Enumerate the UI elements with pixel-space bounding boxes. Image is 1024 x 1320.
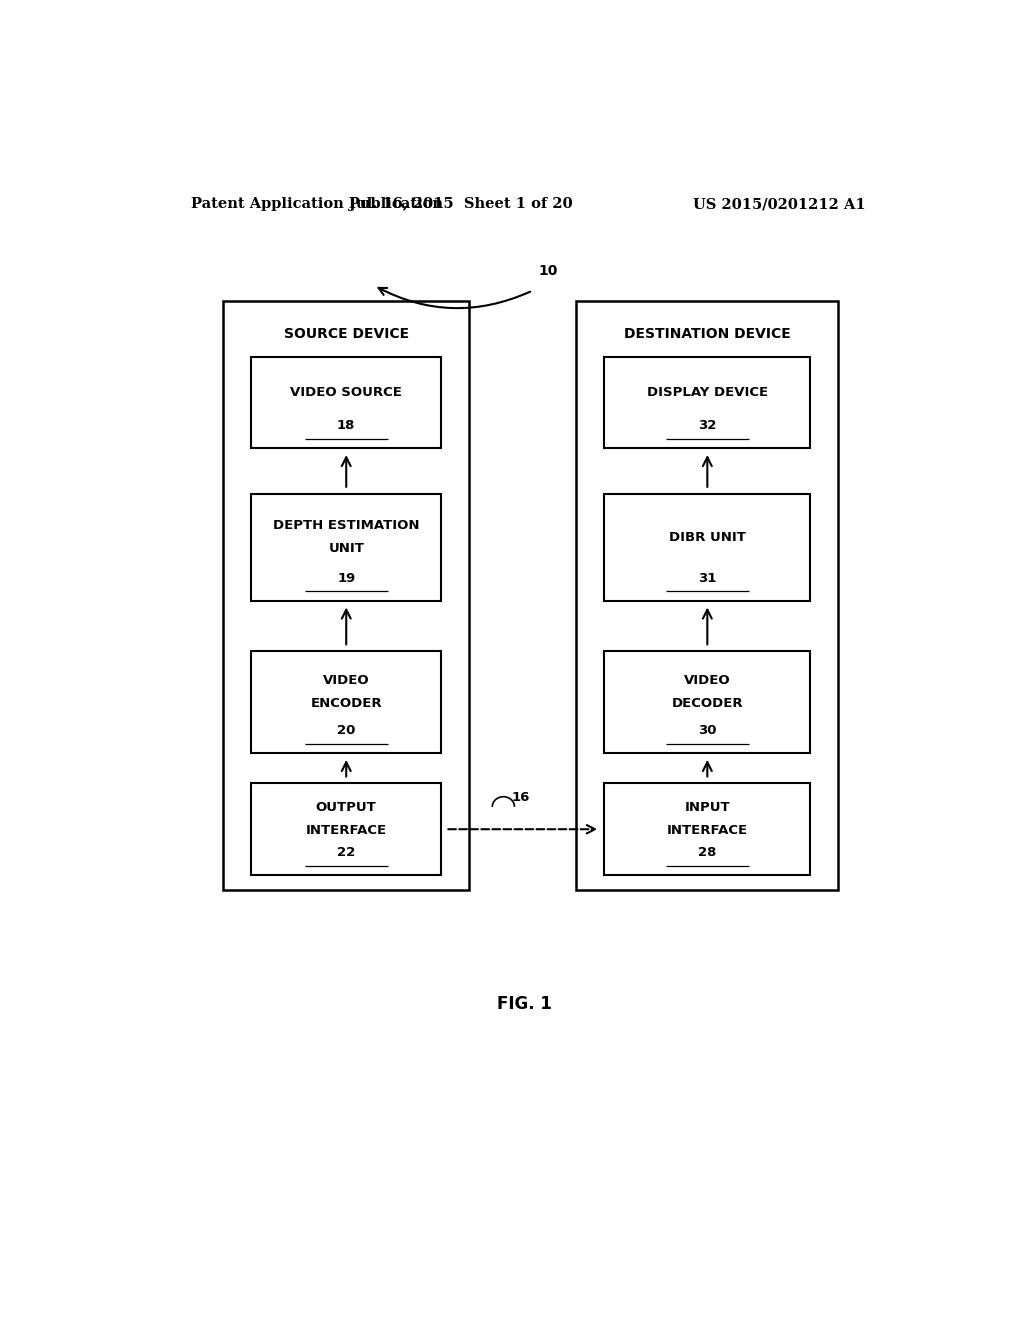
Bar [251, 651, 441, 752]
Text: OUTPUT: OUTPUT [315, 801, 377, 814]
Text: Jul. 16, 2015  Sheet 1 of 20: Jul. 16, 2015 Sheet 1 of 20 [349, 197, 573, 211]
Text: Patent Application Publication: Patent Application Publication [191, 197, 443, 211]
Bar [251, 784, 441, 875]
Text: 32: 32 [698, 420, 717, 432]
Text: US 2015/0201212 A1: US 2015/0201212 A1 [693, 197, 866, 211]
Text: 31: 31 [698, 572, 717, 585]
Text: 28: 28 [698, 846, 717, 859]
Text: 10: 10 [539, 264, 558, 279]
Bar [604, 494, 811, 601]
Bar [251, 494, 441, 601]
Text: UNIT: UNIT [329, 541, 365, 554]
Text: 14: 14 [698, 358, 717, 371]
Bar [577, 301, 839, 890]
Text: SOURCE DEVICE: SOURCE DEVICE [284, 327, 409, 342]
Text: VIDEO: VIDEO [323, 675, 370, 688]
Bar [251, 356, 441, 447]
Text: 18: 18 [337, 420, 355, 432]
Text: VIDEO: VIDEO [684, 675, 731, 688]
Text: DESTINATION DEVICE: DESTINATION DEVICE [624, 327, 791, 342]
Text: DECODER: DECODER [672, 697, 743, 710]
Text: INTERFACE: INTERFACE [667, 824, 748, 837]
Text: 30: 30 [698, 725, 717, 737]
Text: INPUT: INPUT [684, 801, 730, 814]
Text: 16: 16 [511, 791, 529, 804]
Text: FIG. 1: FIG. 1 [498, 995, 552, 1012]
Bar [604, 784, 811, 875]
Bar [604, 356, 811, 447]
Text: 19: 19 [337, 572, 355, 585]
Text: ENCODER: ENCODER [310, 697, 382, 710]
Text: DIBR UNIT: DIBR UNIT [669, 531, 745, 544]
Bar [223, 301, 469, 890]
Text: 22: 22 [337, 846, 355, 859]
Text: DEPTH ESTIMATION: DEPTH ESTIMATION [273, 519, 420, 532]
Text: 12: 12 [337, 358, 355, 371]
Text: 20: 20 [337, 725, 355, 737]
Text: DISPLAY DEVICE: DISPLAY DEVICE [647, 385, 768, 399]
Bar [604, 651, 811, 752]
Text: INTERFACE: INTERFACE [306, 824, 387, 837]
Text: VIDEO SOURCE: VIDEO SOURCE [290, 385, 402, 399]
